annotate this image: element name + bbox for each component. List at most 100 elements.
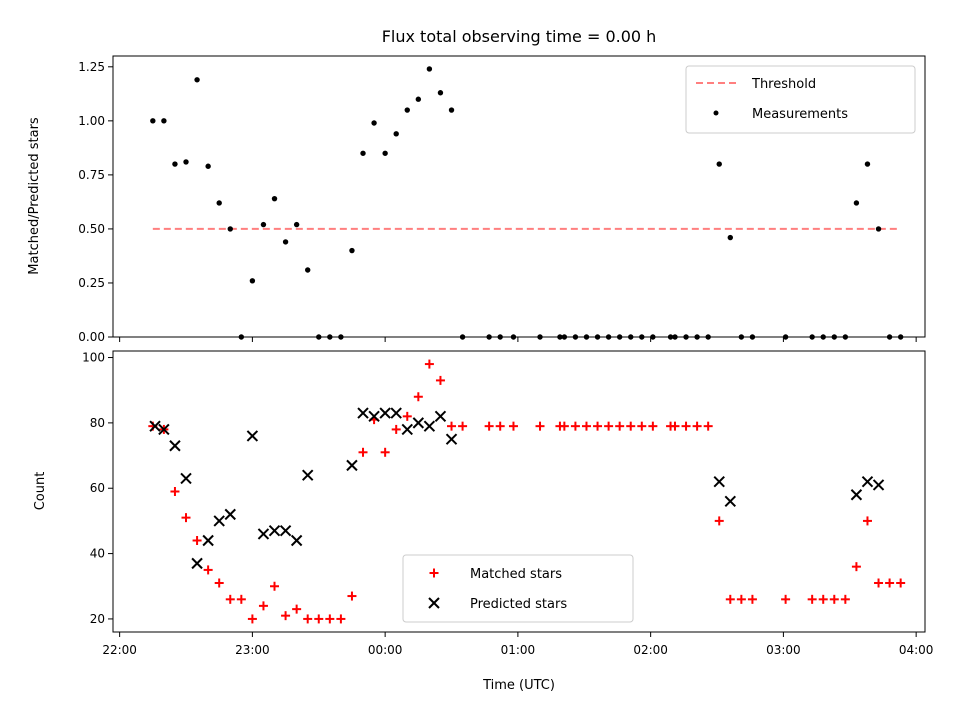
matched-point — [851, 562, 861, 572]
predicted-point-b — [191, 557, 203, 570]
predicted-point — [401, 423, 413, 436]
x-tick-label-bottom: 01:00 — [501, 643, 536, 657]
matched-point — [225, 594, 235, 604]
measurement-point — [161, 118, 167, 124]
measurement-point — [557, 334, 563, 340]
matched-point — [593, 421, 603, 431]
matched-point — [648, 421, 658, 431]
matched-point — [447, 421, 457, 431]
predicted-point-b — [423, 420, 436, 432]
predicted-point-b — [434, 410, 447, 423]
matched-point — [336, 614, 346, 624]
measurement-point — [809, 334, 815, 340]
predicted-point — [434, 410, 447, 423]
x-tick-bottom: 23:00 — [235, 632, 270, 657]
predicted-point — [213, 515, 225, 527]
predicted-point-b — [346, 459, 358, 472]
matched-point — [703, 421, 713, 431]
matched-point — [807, 594, 817, 604]
predicted-point — [412, 417, 425, 429]
predicted-point — [357, 407, 369, 419]
measurement-point — [305, 267, 311, 273]
matched-point — [347, 591, 357, 601]
legend-matched-label: Matched stars — [470, 567, 562, 582]
matched-point — [281, 611, 291, 621]
predicted-point-b — [180, 472, 192, 485]
measurement-point — [782, 334, 789, 340]
matched-point — [484, 421, 494, 431]
predicted-point — [169, 440, 181, 452]
measurement-point — [238, 334, 245, 340]
matched-point — [559, 421, 569, 431]
y-tick-label-bottom: 80 — [90, 416, 105, 430]
measurement-point — [864, 161, 871, 167]
marks-bottom — [148, 359, 906, 624]
legend-predicted-label: Predicted stars — [470, 597, 567, 612]
legend-predicted-mark-b — [428, 597, 440, 609]
matched-point — [862, 516, 872, 526]
y-tick-top: 0.50 — [78, 222, 113, 236]
y-ticks-top: 0.00 0.25 0.50 0.75 1.00 1.25 — [78, 60, 113, 344]
y-tick-label-bottom: 100 — [82, 351, 105, 365]
legend-predicted-mark — [428, 597, 440, 609]
measurement-point — [459, 334, 466, 340]
predicted-point — [390, 407, 402, 419]
predicted-point — [246, 430, 259, 442]
matched-point — [637, 421, 647, 431]
predicted-point-b — [445, 433, 458, 445]
measurement-point — [694, 334, 700, 340]
y-axis-label-bottom: Count — [33, 472, 48, 511]
measurement-point — [875, 226, 882, 232]
matched-point — [604, 421, 614, 431]
legend-measurements-swatch — [713, 110, 719, 116]
measurement-point — [683, 334, 689, 340]
matched-point — [303, 614, 313, 624]
predicted-point-b — [279, 525, 292, 537]
panel-ratio: Flux total observing time = 0.00 h Match… — [27, 27, 926, 344]
matched-point — [413, 392, 423, 402]
matched-point — [896, 578, 906, 588]
predicted-point — [268, 525, 281, 537]
y-tick-label-bottom: 60 — [90, 481, 105, 495]
predicted-point-b — [412, 417, 425, 429]
x-tick-label-bottom: 00:00 — [368, 643, 403, 657]
measurement-point — [749, 334, 756, 340]
x-tick-label-bottom: 02:00 — [633, 643, 668, 657]
measurement-point — [205, 163, 211, 169]
chart-title: Flux total observing time = 0.00 h — [382, 27, 657, 46]
predicted-point — [346, 459, 358, 472]
matched-point — [495, 421, 505, 431]
y-tick-label-top: 0.50 — [78, 222, 105, 236]
measurement-point — [842, 334, 849, 340]
matched-point — [292, 604, 302, 614]
matched-point — [670, 421, 680, 431]
matched-point — [314, 614, 324, 624]
predicted-point-b — [202, 534, 214, 547]
measurement-point — [371, 120, 377, 126]
predicted-point-b — [158, 423, 170, 436]
predicted-point-b — [379, 407, 391, 419]
measurement-point — [831, 334, 837, 340]
measurement-point — [437, 90, 444, 96]
predicted-point — [224, 508, 236, 521]
measurement-point — [271, 195, 278, 202]
matched-point — [781, 594, 791, 604]
x-tick-bottom: 01:00 — [501, 632, 536, 657]
measurement-point — [650, 334, 656, 340]
x-tick-label-bottom: 23:00 — [235, 643, 270, 657]
predicted-point-b — [850, 489, 863, 501]
matched-point — [214, 578, 224, 588]
predicted-point-b — [224, 508, 236, 521]
y-tick-label-top: 1.25 — [78, 60, 105, 74]
measurement-point — [404, 107, 410, 113]
measurement-point — [426, 66, 433, 72]
matched-point — [192, 536, 202, 546]
matched-point — [508, 421, 518, 431]
measurement-point — [639, 334, 645, 340]
legend-matched-mark — [429, 568, 439, 578]
matched-point — [258, 601, 268, 611]
x-ticks-bottom: 22:00 23:00 00:00 01:00 02:00 03:00 04:00 — [102, 632, 933, 657]
predicted-point-b — [301, 469, 314, 481]
y-tick-top: 1.00 — [78, 114, 113, 128]
measurement-point — [605, 334, 612, 340]
